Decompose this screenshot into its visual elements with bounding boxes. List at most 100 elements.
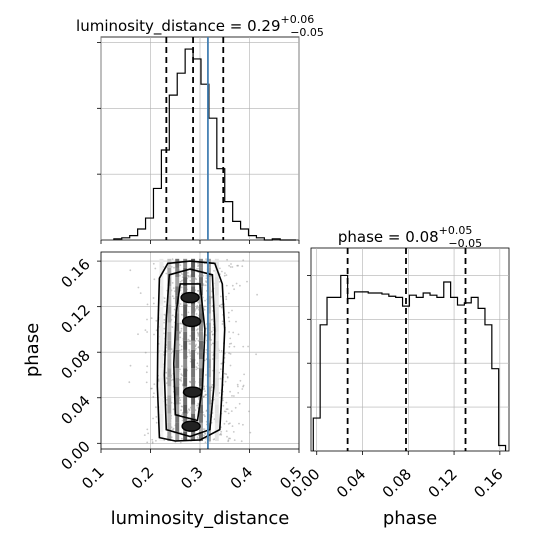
- joint-sample-point: [241, 265, 244, 268]
- joint-sample-point: [189, 276, 192, 278]
- joint-sample-point: [186, 411, 189, 414]
- joint-sample-point: [179, 303, 182, 305]
- joint-density-cell: [167, 377, 172, 387]
- joint-sample-point: [223, 372, 226, 375]
- joint-density-cell: [183, 331, 188, 341]
- joint-sample-point: [208, 440, 211, 443]
- joint-sample-point: [229, 390, 232, 393]
- joint-density-cell: [214, 267, 219, 278]
- joint-sample-point: [212, 333, 215, 336]
- joint-sample-point: [196, 307, 198, 310]
- joint-density-cell: [206, 359, 211, 369]
- joint-density-cell: [199, 368, 203, 378]
- joint-sample-point: [242, 384, 245, 387]
- joint-sample-point: [173, 266, 175, 269]
- joint-sample-point: [163, 297, 166, 300]
- joint-density-cell: [175, 404, 180, 414]
- joint-density-cell: [175, 340, 180, 350]
- phase-marginal-grid: [311, 248, 509, 451]
- joint-sample-point: [222, 399, 224, 402]
- joint-density-cell: [214, 422, 219, 432]
- joint-sample-point: [195, 343, 198, 346]
- joint-sample-point: [205, 327, 208, 330]
- joint-sample-point: [237, 333, 240, 336]
- joint-sample-point: [205, 280, 207, 282]
- joint-sample-point: [233, 345, 236, 348]
- joint-density-cell: [214, 286, 219, 296]
- joint-density-cell: [175, 322, 180, 332]
- joint-sample-point: [172, 408, 175, 411]
- joint-sample-point: [226, 258, 229, 261]
- joint-sample-point: [181, 437, 183, 440]
- joint-sample-point: [237, 385, 239, 388]
- joint-sample-point: [205, 275, 208, 277]
- joint-sample-point: [224, 380, 227, 383]
- joint-sample-point: [205, 258, 208, 261]
- joint-sample-point: [231, 266, 234, 268]
- joint-sample-point: [128, 381, 131, 384]
- joint-density-cell: [206, 422, 211, 432]
- joint-sample-point: [153, 333, 155, 336]
- phase-title: phase = 0.08+0.05 −0.05: [338, 224, 482, 250]
- joint-y-tick-label: 0.04: [57, 392, 93, 428]
- joint-density-cell: [167, 340, 172, 350]
- joint-sample-point: [163, 313, 166, 316]
- joint-sample-point: [155, 416, 158, 418]
- joint-y-ticks: 0.00 0.04 0.08 0.12 0.16: [57, 255, 101, 474]
- joint-density-cell: [183, 377, 188, 387]
- joint-sample-point: [223, 422, 226, 425]
- joint-density-cell: [167, 267, 172, 278]
- joint-sample-point: [204, 415, 206, 418]
- joint-density-cell: [183, 286, 188, 296]
- joint-sample-point: [187, 418, 189, 421]
- joint-sample-point: [228, 292, 230, 295]
- joint-sample-point: [178, 332, 181, 335]
- joint-density-cell: [199, 277, 203, 287]
- joint-density-cell: [167, 413, 172, 423]
- joint-sample-point: [165, 371, 168, 374]
- joint-sample-point: [180, 380, 183, 382]
- joint-sample-point: [155, 329, 158, 332]
- joint-density-cell: [183, 277, 188, 287]
- joint-sample-point: [203, 434, 205, 437]
- joint-sample-point: [179, 368, 181, 371]
- joint-density-cell: [199, 304, 203, 314]
- joint-density-panel: 0.1 0.2 0.3 0.4 0.5 0.000.040.080.120.16 lum…: [22, 251, 306, 529]
- joint-density-cell: [159, 313, 164, 323]
- joint-density-cell: [191, 395, 196, 405]
- joint-sample-point: [144, 329, 147, 331]
- joint-sample-point: [187, 275, 190, 278]
- y-axis-label-phase: phase: [22, 323, 43, 377]
- joint-sample-point: [205, 334, 208, 337]
- joint-density-cell: [175, 258, 180, 268]
- joint-sample-point: [179, 442, 182, 444]
- joint-sample-point: [229, 364, 232, 367]
- joint-density-cell: [206, 286, 211, 296]
- phase-marginal-frame: [310, 247, 510, 452]
- joint-sample-point: [173, 297, 175, 300]
- joint-sample-point: [189, 352, 192, 355]
- joint-sample-point: [195, 368, 198, 371]
- joint-density-cell: [183, 413, 188, 423]
- joint-density-cell: [175, 395, 180, 405]
- joint-sample-point: [225, 373, 228, 376]
- joint-sample-point: [181, 413, 184, 416]
- joint-sample-point: [236, 383, 239, 386]
- joint-sample-point: [187, 272, 189, 274]
- joint-density-cell: [191, 431, 196, 442]
- lumdist-marginal-panel: luminosity_distance = 0.29+0.06 −0.05: [76, 13, 324, 244]
- joint-sample-point: [211, 318, 214, 321]
- joint-sample-point: [196, 352, 199, 355]
- joint-x-tick-label: 0.4: [227, 463, 257, 493]
- joint-sample-point: [220, 350, 223, 352]
- joint-sample-point: [229, 437, 232, 440]
- joint-sample-point: [163, 332, 165, 335]
- joint-density-cell: [167, 304, 172, 314]
- joint-sample-point: [196, 329, 198, 331]
- joint-density-cell: [191, 413, 196, 423]
- joint-density-cell: [183, 359, 188, 369]
- joint-sample-point: [203, 414, 205, 416]
- joint-sample-point: [241, 388, 244, 390]
- joint-sample-point: [178, 269, 181, 272]
- joint-sample-point: [195, 337, 198, 340]
